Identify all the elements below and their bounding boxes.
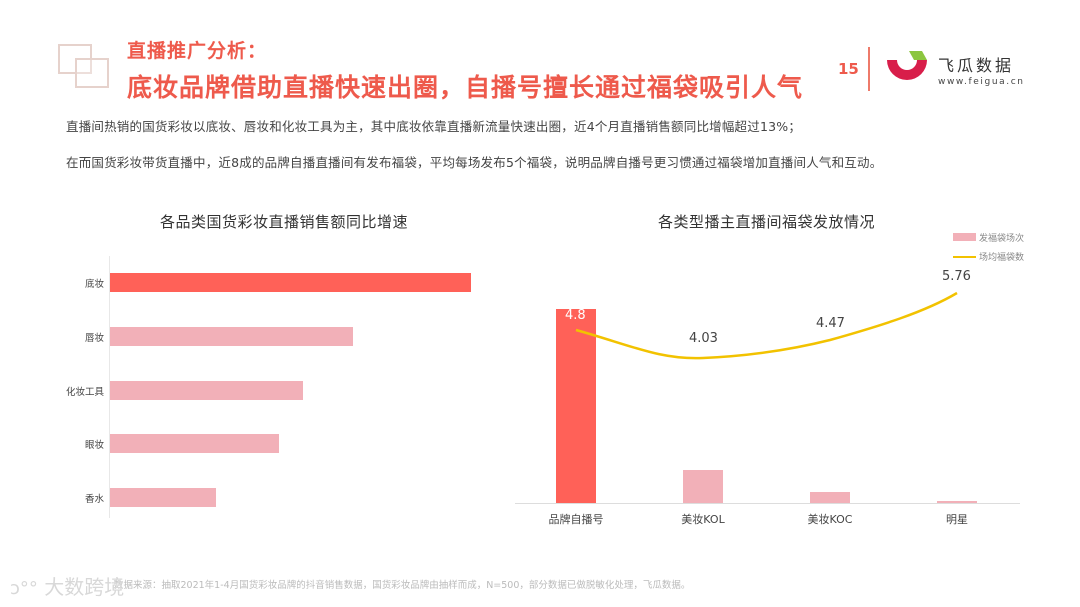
bar-beauty-koc (810, 492, 850, 503)
left-chart-title: 各品类国货彩妆直播销售额同比增速 (160, 213, 409, 231)
decorative-square-front (75, 58, 109, 88)
bar-brand-self (556, 309, 596, 503)
bar-label-perfume: 香水 (84, 494, 104, 505)
page-number: 15 (838, 60, 859, 78)
x-label-koc: 美妆KOC (807, 513, 853, 526)
bar-label-lip: 唇妆 (84, 333, 104, 344)
summary-paragraph-2: 在而国货彩妆带货直播中，近8成的品牌自播直播间有发布福袋，平均每场发布5个福袋，… (66, 155, 883, 170)
bar-perfume (110, 488, 216, 507)
watermark-icon: ↄ°° (10, 578, 38, 599)
bar-celebrity (937, 501, 977, 503)
x-label-brand-self: 品牌自播号 (548, 513, 604, 526)
legend-bar-swatch (953, 233, 976, 241)
left-chart-axis (109, 256, 110, 518)
bar-eye (110, 434, 279, 453)
bar-beauty-kol (683, 470, 723, 503)
legend-line-swatch (953, 256, 976, 258)
bar-label-tools: 化妆工具 (65, 387, 104, 398)
bar-lip (110, 327, 353, 346)
section-subtitle: 直播推广分析： (127, 40, 268, 62)
feigua-logo-icon (887, 51, 927, 80)
bar-tools (110, 381, 303, 400)
right-chart-title: 各类型播主直播间福袋发放情况 (658, 213, 876, 231)
watermark-brand: ↄ°° 大数跨境 (10, 571, 124, 600)
x-label-kol: 美妆KOL (681, 513, 725, 526)
logo-name: 飞瓜数据 (938, 56, 1015, 75)
legend-line-label: 场均福袋数 (979, 253, 1025, 263)
bar-label-foundation: 底妆 (84, 279, 104, 290)
x-label-celebrity: 明星 (946, 513, 968, 526)
legend-bar-label: 发福袋场次 (979, 234, 1025, 244)
right-chart-baseline (515, 503, 1020, 504)
summary-paragraph-1: 直播间热销的国货彩妆以底妆、唇妆和化妆工具为主，其中底妆依靠直播新流量快速出圈，… (66, 119, 802, 134)
data-source-note: 数据来源：抽取2021年1-4月国货彩妆品牌的抖音销售数据，国货彩妆品牌由抽样而… (114, 580, 691, 591)
bar-label-eye: 眼妆 (84, 440, 104, 451)
page-title: 底妆品牌借助直播快速出圈，自播号擅长通过福袋吸引人气 (127, 73, 804, 102)
bar-foundation (110, 273, 471, 292)
line-value-koc: 4.47 (816, 316, 845, 331)
logo-url: www.feigua.cn (938, 77, 1025, 87)
line-value-kol: 4.03 (689, 331, 718, 346)
watermark-text: 大数跨境 (44, 575, 125, 599)
line-value-celebrity: 5.76 (942, 269, 971, 284)
line-value-brand-self: 4.8 (565, 308, 586, 323)
header-divider (868, 47, 870, 91)
